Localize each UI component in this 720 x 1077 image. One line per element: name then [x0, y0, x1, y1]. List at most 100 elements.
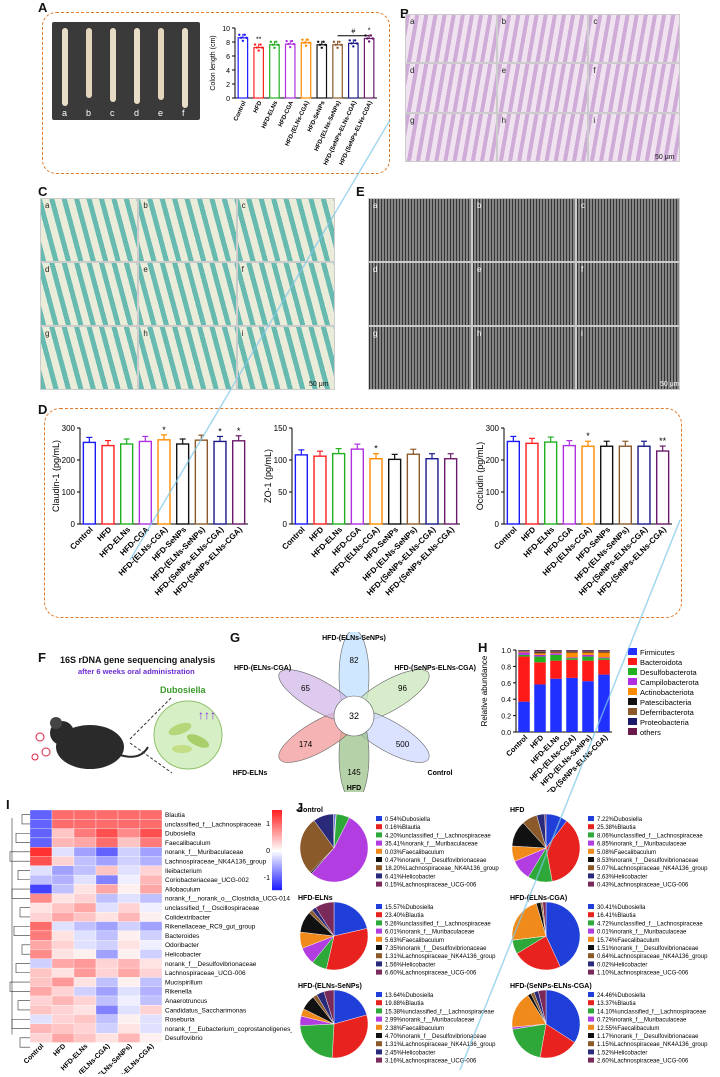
- significance-mark: *: [237, 426, 241, 436]
- cell-label: i: [581, 329, 583, 338]
- pie-legend-label: 15.57%Dubosiella: [385, 905, 434, 911]
- heatmap-cell: [139, 902, 163, 913]
- heatmap-cell: [73, 828, 97, 839]
- scale-label: 1: [266, 821, 270, 828]
- y-tick-label: 0: [71, 520, 76, 529]
- y-tick-label: 300: [486, 424, 500, 433]
- heatmap-cell: [95, 958, 119, 969]
- color-scale-step: [272, 870, 282, 873]
- bar: [332, 44, 343, 99]
- bar: [562, 444, 577, 525]
- micrograph-cell: a: [40, 198, 139, 262]
- pie-slice: [326, 928, 369, 971]
- taxon-label: norank_f__Eubacterium_coprostanoligenes_…: [165, 1026, 292, 1033]
- heatmap-cell: [95, 902, 119, 913]
- micrograph-cell: c: [236, 198, 335, 262]
- pie-legend-swatch: [376, 1033, 382, 1038]
- micrograph-cell: f: [576, 262, 680, 326]
- bar: [284, 43, 296, 99]
- bar: [506, 440, 521, 525]
- pie-legend-swatch: [588, 904, 594, 909]
- sequencing-subtitle: after 6 weeks oral administration: [78, 667, 195, 676]
- data-point: [238, 33, 241, 36]
- cell-label: d: [373, 265, 378, 274]
- legend-swatch: [628, 678, 637, 685]
- stacked-segment: [550, 652, 562, 654]
- color-scale-step: [272, 852, 282, 855]
- heatmap-cell: [95, 828, 119, 839]
- heatmap-cell: [139, 837, 163, 848]
- heatmap-cell: [139, 893, 163, 904]
- pie-legend-label: 18.20%Lachnospiraceae_NK4A136_group: [385, 866, 499, 872]
- panel-label-b: B: [400, 6, 409, 21]
- pie-title: HFD-(ELNs-CGA): [510, 895, 567, 902]
- bar: [350, 448, 365, 525]
- taxon-label: Coriobacteriaceae_UCG-002: [165, 877, 249, 884]
- data-point: [253, 43, 257, 46]
- organism-label: Dubosiella: [160, 685, 206, 695]
- bar: [269, 44, 280, 99]
- bar: [363, 37, 375, 99]
- stacked-segment: [598, 658, 610, 660]
- cell-label: i: [593, 115, 596, 125]
- x-tick-label: HFD: [253, 100, 264, 114]
- heatmap-cell: [139, 1023, 163, 1034]
- heatmap-cell: [117, 893, 141, 904]
- data-point: [320, 46, 323, 49]
- pie-legend-swatch: [588, 920, 594, 926]
- heatmap-cell: [51, 837, 75, 848]
- stacked-segment: [534, 684, 546, 732]
- heatmap-cell: [139, 1014, 163, 1025]
- heatmap-cell: [95, 995, 119, 1006]
- heatmap-cell: [139, 967, 163, 978]
- x-tick-label: HFD-(SeNPs-ELNs-CGA): [339, 100, 374, 166]
- heatmap-cell: [51, 967, 75, 978]
- pie-legend-label: 0.43%Lachnospiraceae_UCG-006: [597, 883, 689, 889]
- heatmap-cell: [73, 949, 97, 959]
- taxon-label: norank_f__Desulfovibrionaceae: [165, 961, 257, 968]
- bar: [119, 443, 134, 525]
- heatmap-cell: [139, 809, 163, 820]
- pie-legend-label: 0.54%Dubosiella: [385, 817, 431, 823]
- heatmap-cell: [29, 995, 53, 1006]
- pie-slice: [315, 901, 335, 937]
- pie-legend-label: 1.56%Helicobacter: [385, 962, 435, 968]
- micrograph-cell: c: [576, 198, 680, 262]
- heatmap-cell: [73, 912, 97, 922]
- color-scale-step: [272, 862, 282, 865]
- photo-label: d: [134, 108, 140, 118]
- heatmap-cell: [117, 884, 141, 894]
- data-point: [276, 43, 280, 46]
- pie-legend-label: 24.46%Dubosiella: [597, 993, 646, 999]
- data-point: [367, 40, 371, 43]
- pie-slice: [331, 1014, 369, 1059]
- heatmap-cell: [117, 1005, 141, 1015]
- pie-title: HFD-(SeNPs-ELNs-CGA): [510, 983, 592, 990]
- significance-mark: *: [368, 28, 371, 35]
- data-point: [348, 39, 351, 42]
- stacked-segment: [598, 674, 610, 732]
- taxon-label: Anaerotruncus: [165, 998, 208, 1005]
- ab-stain-grid: a b c d e f g h i: [40, 198, 335, 390]
- heatmap-cell: [29, 1023, 53, 1034]
- pie-legend-label: 2.99%norank_f__Muribaculaceae: [385, 1018, 475, 1024]
- stacked-segment: [598, 650, 610, 651]
- pie-legend-swatch: [588, 832, 594, 838]
- significance-mark: *: [162, 425, 166, 435]
- color-scale-step: [272, 826, 282, 829]
- venn-unique-count: 82: [350, 656, 359, 665]
- heatmap-cell: [29, 809, 53, 820]
- heatmap-cell: [139, 847, 163, 857]
- legend-label: Proteobacteria: [640, 718, 690, 727]
- data-point: [290, 39, 294, 43]
- pie-legend-swatch: [376, 1008, 382, 1014]
- data-point: [352, 45, 355, 48]
- color-scale-step: [272, 818, 282, 821]
- significance-mark: **: [256, 37, 262, 44]
- pie-legend-swatch: [588, 1041, 594, 1047]
- heatmap-cell: [29, 884, 53, 894]
- stacked-segment: [534, 653, 546, 655]
- heatmap-cell: [73, 847, 97, 857]
